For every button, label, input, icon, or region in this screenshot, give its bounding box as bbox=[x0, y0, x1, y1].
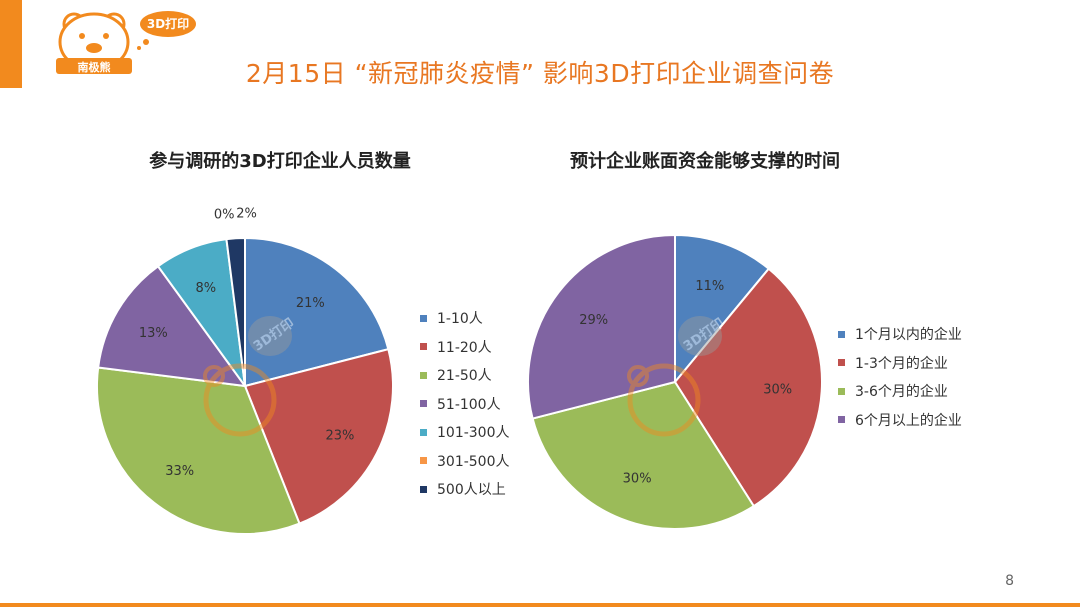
runway-legend-label: 3-6个月的企业 bbox=[855, 384, 948, 401]
runway-slice-0 bbox=[674, 233, 771, 385]
staff-legend-item: 301-500人 bbox=[420, 447, 510, 476]
logo-brand-text: 南极熊 bbox=[77, 61, 111, 74]
footer-accent-line bbox=[0, 603, 1080, 607]
runway-data-label-2: 30% bbox=[623, 472, 652, 487]
runway-legend-label: 1-3个月的企业 bbox=[855, 355, 948, 372]
staff-data-label-5: 0% bbox=[214, 207, 235, 222]
staff-legend-label: 1-10人 bbox=[437, 311, 483, 328]
staff-slice-0 bbox=[244, 236, 390, 388]
staff-legend-swatch bbox=[420, 314, 427, 322]
staff-legend-swatch bbox=[420, 428, 427, 436]
runway-legend-swatch bbox=[838, 387, 845, 395]
runway-legend-label: 1个月以内的企业 bbox=[855, 327, 962, 344]
staff-data-label-2: 33% bbox=[165, 464, 194, 479]
staff-legend-label: 101-300人 bbox=[437, 425, 510, 442]
slide-title: 2月15日 “新冠肺炎疫情” 影响3D打印企业调查问卷 bbox=[245, 59, 835, 88]
logo-bubble-text: 3D打印 bbox=[146, 17, 190, 31]
staff-legend-item: 51-100人 bbox=[420, 390, 510, 419]
staff-legend-swatch bbox=[420, 343, 427, 351]
runway-legend-item: 1-3个月的企业 bbox=[838, 349, 962, 378]
runway-slice-1 bbox=[673, 267, 823, 508]
staff-legend-label: 301-500人 bbox=[437, 453, 510, 470]
runway-legend-item: 3-6个月的企业 bbox=[838, 377, 962, 406]
runway-data-label-3: 29% bbox=[579, 313, 608, 328]
runway-legend-item: 1个月以内的企业 bbox=[838, 320, 962, 349]
runway-slice-2 bbox=[531, 380, 756, 530]
staff-legend-item: 1-10人 bbox=[420, 304, 510, 333]
chart-title-staff-size: 参与调研的3D打印企业人员数量 bbox=[149, 151, 411, 172]
staff-slice-2 bbox=[96, 366, 301, 535]
staff-legend-label: 500人以上 bbox=[437, 482, 506, 499]
staff-legend-swatch bbox=[420, 457, 427, 465]
chart-title-cash-runway: 预计企业账面资金能够支撑的时间 bbox=[570, 151, 840, 172]
page-number: 8 bbox=[1005, 573, 1014, 589]
staff-legend-label: 21-50人 bbox=[437, 368, 492, 385]
staff-data-label-3: 13% bbox=[139, 326, 168, 341]
staff-legend-label: 51-100人 bbox=[437, 396, 501, 413]
staff-legend-swatch bbox=[420, 371, 427, 379]
staff-legend-item: 21-50人 bbox=[420, 361, 510, 390]
brand-logo: 南极熊 3D打印 bbox=[36, 8, 206, 78]
runway-legend-swatch bbox=[838, 416, 845, 424]
staff-data-label-6: 2% bbox=[236, 206, 257, 221]
runway-slice-3 bbox=[527, 233, 676, 420]
legend-cash-runway: 1个月以内的企业 1-3个月的企业 3-6个月的企业 6个月以上的企业 bbox=[838, 320, 962, 434]
runway-data-label-0: 11% bbox=[695, 279, 724, 294]
runway-legend-label: 6个月以上的企业 bbox=[855, 412, 962, 429]
staff-slice-3 bbox=[97, 264, 248, 388]
staff-legend-item: 11-20人 bbox=[420, 333, 510, 362]
staff-legend-item: 500人以上 bbox=[420, 475, 510, 504]
runway-legend-swatch bbox=[838, 330, 845, 338]
staff-slice-1 bbox=[243, 347, 394, 525]
staff-legend-swatch bbox=[420, 400, 427, 408]
staff-slice-6 bbox=[225, 236, 246, 387]
runway-legend-swatch bbox=[838, 359, 845, 367]
staff-legend-label: 11-20人 bbox=[437, 339, 492, 356]
accent-bar bbox=[0, 0, 22, 88]
runway-legend-item: 6个月以上的企业 bbox=[838, 406, 962, 435]
staff-data-label-0: 21% bbox=[296, 296, 325, 311]
staff-data-label-1: 23% bbox=[325, 428, 354, 443]
staff-legend-item: 101-300人 bbox=[420, 418, 510, 447]
runway-data-label-1: 30% bbox=[763, 382, 792, 397]
staff-legend-swatch bbox=[420, 485, 427, 493]
legend-staff-size: 1-10人 11-20人 21-50人 51-100人 101-300人 301-500人… bbox=[420, 304, 510, 504]
staff-data-label-4: 8% bbox=[195, 281, 216, 296]
